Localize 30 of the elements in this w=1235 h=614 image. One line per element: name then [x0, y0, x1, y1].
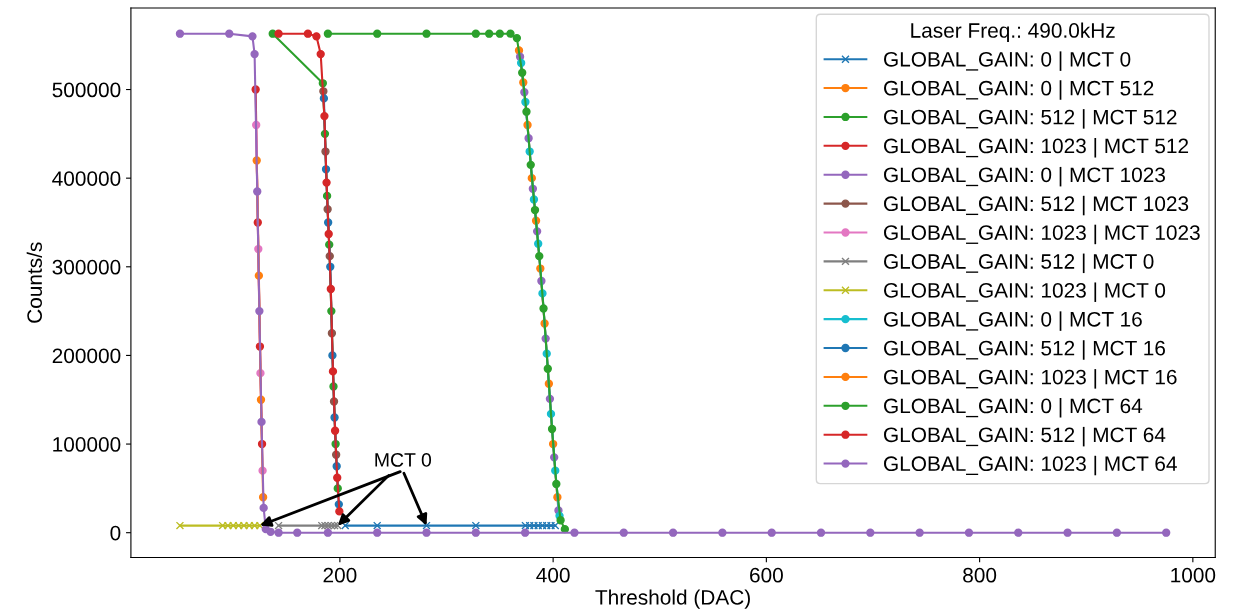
y-tick-label: 500000	[52, 82, 121, 98]
legend-label: GLOBAL_GAIN: 512 | MCT 512	[884, 109, 1177, 129]
y-tick-label: 0	[110, 525, 121, 541]
legend-label: GLOBAL_GAIN: 512 | MCT 1023	[884, 195, 1189, 216]
x-tick-label: 1000	[1171, 567, 1216, 583]
legend-label: GLOBAL_GAIN: 0 | MCT 1023	[884, 166, 1165, 187]
legend-title: Laser Freq.: 490.0kHz	[911, 22, 1115, 42]
legend-label: GLOBAL_GAIN: 0 | MCT 16	[884, 311, 1142, 331]
legend-label: GLOBAL_GAIN: 0 | MCT 64	[884, 398, 1143, 418]
legend-label: GLOBAL_GAIN: 0 | MCT 0	[884, 51, 1131, 71]
x-axis-title: Threshold (DAC)	[595, 589, 750, 609]
y-tick-label: 100000	[53, 437, 121, 452]
legend-label: GLOBAL_GAIN: 512 | MCT 0	[884, 253, 1154, 274]
y-tick-label: 400000	[52, 171, 121, 186]
y-tick-label: 200000	[52, 348, 121, 364]
x-tick-label: 400	[536, 567, 570, 583]
legend-label: GLOBAL_GAIN: 0 | MCT 512	[884, 80, 1154, 100]
legend-label: GLOBAL_GAIN: 512 | MCT 16	[884, 340, 1165, 360]
legend-label: GLOBAL_GAIN: 512 | MCT 64	[884, 426, 1166, 447]
x-tick-label: 800	[963, 567, 997, 583]
legend-label: GLOBAL_GAIN: 1023 | MCT 1023	[884, 224, 1200, 245]
x-tick-label: 600	[750, 567, 783, 583]
y-tick-label: 300000	[52, 259, 121, 275]
x-tick-label: 200	[323, 567, 357, 583]
legend-label: GLOBAL_GAIN: 1023 | MCT 64	[884, 455, 1177, 476]
annotation: MCT 0	[375, 453, 432, 467]
y-axis-title: Counts/s	[26, 242, 42, 323]
legend-label: GLOBAL_GAIN: 1023 | MCT 0	[884, 282, 1166, 302]
legend-label: GLOBAL_GAIN: 1023 | MCT 512	[884, 138, 1189, 158]
legend-label: GLOBAL_GAIN: 1023 | MCT 16	[884, 369, 1177, 389]
